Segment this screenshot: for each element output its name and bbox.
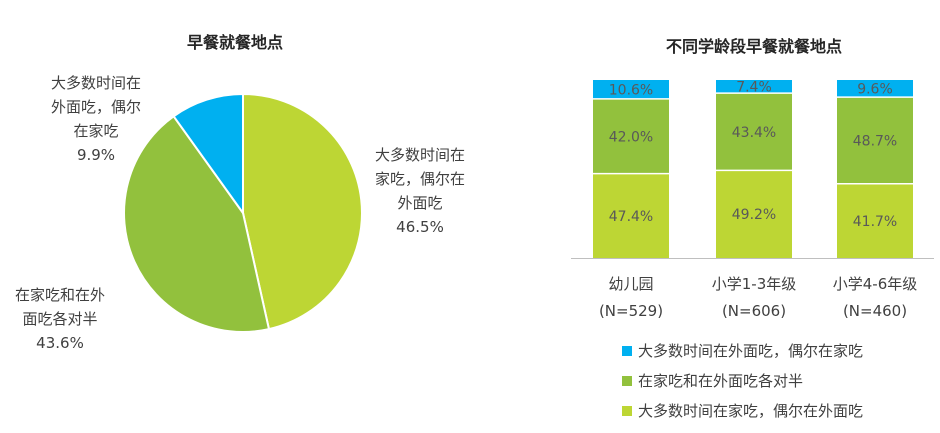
x-tick-label: 小学4-6年级 — [833, 275, 918, 293]
bar-segment — [716, 170, 792, 258]
legend-label: 大多数时间在外面吃，偶尔在家吃 — [638, 342, 863, 360]
legend-swatch — [622, 346, 632, 356]
pie-slice-label: 在家吃和在外 — [15, 286, 105, 304]
stacked-bar-chart: 47.4% 42.0% 10.6% 幼儿园 (N=529) 49.2% 43.4% 7.4% 小… — [571, 80, 934, 320]
bar-data-label: 7.4% — [736, 80, 772, 96]
pie-slice — [242, 92, 363, 331]
pie-chart: 大多数时间在家吃，偶尔在外面吃46.5%在家吃和在外面吃各对半43.6%大多数时… — [15, 74, 465, 352]
x-tick-label: 小学1-3年级 — [712, 275, 797, 293]
pie-slice-label: 46.5% — [396, 218, 444, 236]
legend-label: 大多数时间在家吃，偶尔在外面吃 — [638, 402, 863, 420]
pie-slice-label: 9.9% — [77, 146, 115, 164]
bar-segment — [593, 173, 669, 258]
pie-slice-label: 面吃各对半 — [22, 310, 97, 328]
legend-swatch — [622, 406, 632, 416]
bar-data-label: 43.4% — [732, 125, 776, 141]
bar-data-label: 9.6% — [857, 82, 893, 98]
legend-label: 在家吃和在外面吃各对半 — [638, 372, 803, 390]
bar-segment — [716, 80, 792, 94]
pie-slice-label: 大多数时间在 — [375, 146, 465, 164]
legend-swatch — [622, 376, 632, 386]
bar-data-label: 48.7% — [853, 133, 897, 149]
bar-segment — [837, 183, 913, 258]
bar-data-label: 41.7% — [853, 214, 897, 230]
bar-data-label: 49.2% — [732, 207, 776, 223]
bar-segment — [716, 93, 792, 171]
pie-slice-label: 外面吃 — [397, 194, 442, 212]
pie-slice-label: 家吃，偶尔在 — [375, 170, 465, 188]
bar-data-label: 47.4% — [609, 209, 653, 225]
bar-data-label: 10.6% — [609, 82, 653, 98]
x-tick-sublabel: (N=529) — [599, 302, 663, 320]
pie-slice — [123, 114, 271, 333]
bar-segment — [837, 97, 913, 184]
pie-chart-title: 早餐就餐地点 — [187, 33, 283, 52]
pie-slice-label: 在家吃 — [73, 122, 118, 140]
pie-slice-label: 大多数时间在 — [51, 74, 141, 92]
bar-data-label: 42.0% — [609, 129, 653, 145]
bar-segment — [593, 80, 669, 99]
bar-legend: 大多数时间在外面吃，偶尔在家吃在家吃和在外面吃各对半大多数时间在家吃，偶尔在外面… — [622, 342, 863, 420]
pie-slice — [172, 92, 244, 217]
bar-chart-title: 不同学龄段早餐就餐地点 — [666, 37, 842, 56]
bar-segment — [593, 98, 669, 174]
pie-slice-label: 43.6% — [36, 334, 84, 352]
x-tick-sublabel: (N=460) — [843, 302, 907, 320]
x-tick-label: 幼儿园 — [608, 275, 653, 293]
x-tick-sublabel: (N=606) — [722, 302, 786, 320]
bar-segment — [837, 80, 913, 98]
pie-slice-label: 外面吃，偶尔 — [51, 98, 141, 116]
